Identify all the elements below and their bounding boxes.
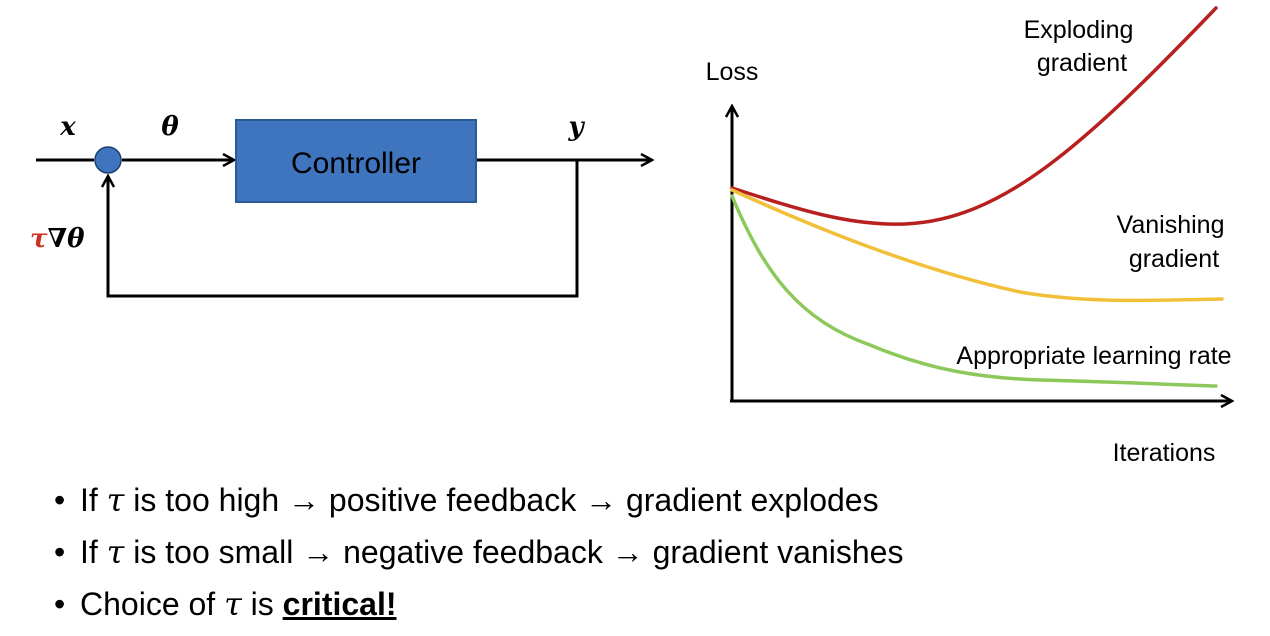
series-line-appropriate <box>730 194 1218 388</box>
bullet-3-mid: is <box>241 586 283 622</box>
series-label-vanishing: Vanishing gradient <box>1117 211 1232 273</box>
bullet-1-text: is too high → positive feedback → gradie… <box>124 482 879 518</box>
input-label-x: x <box>59 112 76 142</box>
bullet-item-too-small: If τ is too small → negative feedback → … <box>52 526 903 578</box>
series-label-vanishing-line1: Vanishing <box>1117 211 1225 239</box>
controller-label: Controller <box>291 147 421 180</box>
controller-block <box>235 119 477 203</box>
feedback-label: τ∇θ <box>30 224 85 254</box>
loss-chart: Loss Iterations Exploding gradient Vanis… <box>706 6 1232 467</box>
bullet-item-too-high: If τ is too high → positive feedback → g… <box>52 474 903 526</box>
bullet-2-prefix: If <box>80 534 107 570</box>
bullet-1-tau: τ <box>106 481 125 519</box>
series-label-appropriate: Appropriate learning rate <box>956 342 1231 370</box>
bullet-3-tau: τ <box>224 585 242 623</box>
output-label-y: y <box>567 112 585 142</box>
summing-node <box>94 146 122 174</box>
y-axis-label: Loss <box>706 58 759 86</box>
series-label-exploding-line2: gradient <box>1037 49 1127 77</box>
feedback-path <box>108 160 579 298</box>
series-label-exploding-line1: Exploding <box>1024 16 1134 44</box>
control-loop-diagram: Controller x θ y τ∇θ <box>30 112 652 298</box>
bullet-1-prefix: If <box>80 482 107 518</box>
bullet-item-critical: Choice of τ is critical! <box>52 578 903 630</box>
bullet-2-tau: τ <box>106 533 125 571</box>
bullet-2-text: is too small → negative feedback → gradi… <box>124 534 904 570</box>
theta-label: θ <box>161 112 179 142</box>
x-axis-label: Iterations <box>1113 439 1216 467</box>
bullet-3-prefix: Choice of <box>80 586 225 622</box>
series-label-exploding: Exploding gradient <box>1024 16 1141 77</box>
bullet-list: If τ is too high → positive feedback → g… <box>52 474 903 630</box>
series-label-vanishing-line2: gradient <box>1129 245 1219 273</box>
series-label-appropriate-line1: Appropriate learning rate <box>956 342 1231 370</box>
feedback-tau: τ <box>30 224 48 254</box>
bullet-3-emphasis: critical! <box>282 586 397 622</box>
feedback-grad: ∇θ <box>48 224 86 254</box>
series-line-vanishing <box>730 188 1224 303</box>
series-line-exploding <box>730 6 1218 226</box>
